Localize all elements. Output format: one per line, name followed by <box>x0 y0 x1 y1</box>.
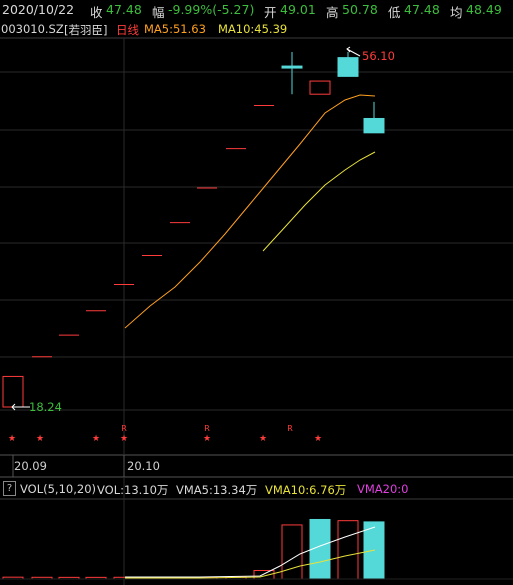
candles <box>2 52 385 408</box>
volume-bars <box>0 518 513 580</box>
ma10-legend: MA10:45.39 <box>218 22 288 36</box>
r-mark: R <box>121 424 127 433</box>
low-marker-arrow <box>11 403 16 411</box>
star-mark: ★ <box>92 434 100 444</box>
low-value: 47.48 <box>404 2 440 17</box>
r-mark: R <box>287 424 293 433</box>
candle-body <box>309 80 331 95</box>
star-mark: ★ <box>36 434 44 444</box>
quote-date: 2020/10/22 <box>2 2 75 17</box>
high-marker-arrow <box>346 46 351 53</box>
star-mark: ★ <box>8 434 16 444</box>
volume-bar <box>337 520 359 580</box>
close-value: 47.48 <box>106 2 142 17</box>
candle-body <box>2 375 24 408</box>
vma20-value: VMA20:0 <box>357 482 409 496</box>
vol-value: VOL:13.10万 <box>97 483 169 497</box>
chart-grid <box>0 37 513 585</box>
low-marker-label: 18.24 <box>29 400 62 414</box>
ma5-line <box>124 94 376 329</box>
avg-label: 均 <box>450 5 463 20</box>
high-value: 50.78 <box>342 2 378 17</box>
vma10-value: VMA10:6.76万 <box>265 483 347 497</box>
candle-body <box>337 57 359 77</box>
axis-label-oct: 20.10 <box>127 459 160 473</box>
star-mark: ★ <box>120 434 128 444</box>
candle-body <box>363 117 385 134</box>
axis-label-sep: 20.09 <box>14 459 47 473</box>
ma10-line <box>262 151 376 252</box>
stock-name: [若羽臣] <box>64 23 108 37</box>
period-label[interactable]: 日线 <box>116 23 139 37</box>
vma10-line <box>125 549 376 579</box>
vol-title[interactable]: VOL(5,10,20) <box>20 482 96 496</box>
volume-legend: VOL(5,10,20) VOL:13.10万 VMA5:13.34万 VMA1… <box>0 479 513 499</box>
star-mark: ★ <box>203 434 211 444</box>
signal-marks: ★ ★ ★ ★ ★ ★ ★R R R <box>8 424 322 444</box>
low-label: 低 <box>388 5 401 20</box>
r-mark: R <box>204 424 210 433</box>
high-marker-label: 56.10 <box>362 49 395 63</box>
high-marker-line <box>346 48 361 57</box>
change-value: -9.99%(-5.27) <box>168 2 255 17</box>
change-label: 幅 <box>152 5 165 20</box>
vma5-value: VMA5:13.34万 <box>176 483 258 497</box>
candle-body <box>281 65 303 69</box>
avg-value: 48.49 <box>466 2 502 17</box>
help-icon[interactable]: ? <box>3 481 16 496</box>
star-mark: ★ <box>259 434 267 444</box>
close-label: 收 <box>90 5 103 20</box>
ma5-legend: MA5:51.63 <box>144 22 206 36</box>
indicator-legend: 003010.SZ [若羽臣] 日线 MA5:51.63 MA10:45.39 <box>0 20 513 38</box>
star-mark: ★ <box>314 434 322 444</box>
stock-code: 003010.SZ <box>1 22 64 36</box>
open-value: 49.01 <box>280 2 316 17</box>
vma5-line <box>125 526 376 578</box>
high-label: 高 <box>326 5 339 20</box>
quote-header: 2020/10/22 收 47.48 幅 -9.99%(-5.27) 开 49.… <box>0 0 513 20</box>
open-label: 开 <box>264 5 277 20</box>
